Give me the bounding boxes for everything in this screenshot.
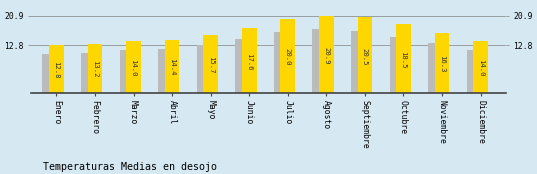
Bar bbox=[42, 54, 53, 93]
Text: 14.0: 14.0 bbox=[130, 59, 136, 77]
Bar bbox=[280, 19, 295, 93]
Bar bbox=[49, 45, 64, 93]
Bar bbox=[197, 45, 208, 93]
Bar bbox=[126, 41, 141, 93]
Text: 16.3: 16.3 bbox=[439, 55, 445, 73]
Bar bbox=[88, 44, 102, 93]
Bar bbox=[235, 39, 246, 93]
Bar bbox=[467, 50, 477, 93]
Text: 20.5: 20.5 bbox=[362, 48, 368, 65]
Bar bbox=[358, 17, 372, 93]
Bar bbox=[81, 53, 92, 93]
Bar bbox=[473, 41, 488, 93]
Bar bbox=[274, 32, 285, 93]
Bar bbox=[390, 37, 401, 93]
Bar bbox=[396, 24, 411, 93]
Bar bbox=[351, 31, 362, 93]
Bar bbox=[319, 16, 333, 93]
Bar bbox=[313, 29, 323, 93]
Text: 14.0: 14.0 bbox=[477, 59, 484, 77]
Text: 12.8: 12.8 bbox=[53, 61, 60, 79]
Text: 17.6: 17.6 bbox=[246, 53, 252, 70]
Bar bbox=[204, 35, 218, 93]
Bar bbox=[120, 50, 130, 93]
Bar bbox=[242, 28, 257, 93]
Text: 18.5: 18.5 bbox=[401, 51, 407, 69]
Text: 13.2: 13.2 bbox=[92, 61, 98, 78]
Text: Temperaturas Medias en desojo: Temperaturas Medias en desojo bbox=[43, 162, 217, 172]
Text: 14.4: 14.4 bbox=[169, 58, 175, 76]
Text: 15.7: 15.7 bbox=[208, 56, 214, 74]
Bar bbox=[165, 39, 179, 93]
Bar bbox=[158, 49, 169, 93]
Bar bbox=[435, 33, 449, 93]
Bar bbox=[428, 43, 439, 93]
Text: 20.9: 20.9 bbox=[323, 47, 329, 64]
Text: 20.0: 20.0 bbox=[285, 48, 291, 66]
